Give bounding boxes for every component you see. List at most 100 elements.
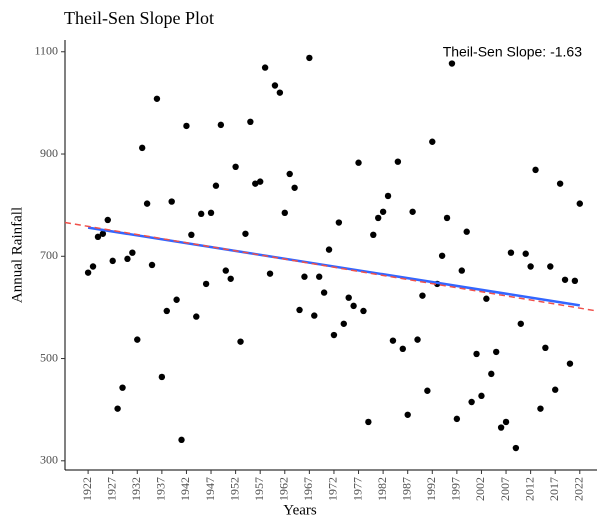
point — [227, 275, 234, 282]
point — [404, 411, 411, 418]
x-tick-label: 1952 — [227, 477, 241, 501]
x-tick-label: 1992 — [424, 477, 438, 501]
point — [443, 214, 451, 222]
point — [478, 392, 485, 400]
point — [193, 313, 200, 320]
point — [271, 82, 279, 89]
point — [576, 200, 583, 207]
x-tick-label: 1962 — [277, 477, 291, 501]
x-tick-label: 1987 — [399, 477, 413, 501]
point — [143, 200, 151, 207]
point — [99, 230, 107, 237]
point — [394, 158, 402, 165]
y-axis-title: Annual Rainfall — [9, 207, 25, 303]
point — [134, 336, 141, 343]
point — [197, 210, 205, 218]
x-tick-label: 2002 — [473, 477, 487, 501]
x-axis-title: Years — [283, 502, 317, 518]
x-tick-label: 1997 — [449, 477, 463, 501]
x-tick-label: 1942 — [178, 477, 192, 501]
point — [360, 307, 367, 315]
point — [370, 231, 377, 239]
point — [237, 338, 244, 345]
point — [232, 163, 239, 171]
point — [261, 64, 269, 71]
point — [375, 214, 382, 222]
point — [429, 138, 436, 145]
point — [207, 209, 215, 217]
y-tick-label: 1100 — [34, 44, 58, 58]
x-tick-label: 2017 — [547, 477, 561, 501]
x-tick-label: 1937 — [154, 477, 168, 501]
point — [409, 208, 416, 215]
point — [311, 312, 318, 319]
point — [94, 233, 102, 241]
point — [104, 216, 111, 224]
point — [350, 302, 357, 310]
x-tick-label: 1922 — [80, 477, 94, 501]
point — [129, 249, 136, 256]
point — [291, 184, 298, 191]
point — [315, 273, 323, 280]
point — [389, 337, 397, 344]
point — [552, 386, 559, 393]
point — [571, 277, 579, 285]
x-tick-label: 1967 — [301, 477, 315, 501]
point — [153, 95, 161, 102]
x-tick-label: 2007 — [498, 477, 512, 501]
point — [532, 166, 539, 174]
point — [507, 249, 515, 256]
point — [340, 320, 347, 327]
point — [497, 424, 505, 431]
point — [537, 405, 544, 412]
point — [483, 295, 490, 302]
point — [399, 345, 406, 353]
x-tick-label: 1972 — [326, 477, 340, 501]
point — [561, 276, 569, 283]
point — [202, 280, 210, 288]
point — [330, 331, 338, 339]
point — [488, 370, 495, 378]
point — [212, 182, 220, 189]
point — [217, 121, 225, 129]
point — [493, 348, 500, 356]
chart-title: Theil-Sen Slope Plot — [64, 8, 214, 28]
point — [345, 294, 352, 301]
x-tick-label: 1977 — [350, 477, 364, 501]
x-tick-label: 1947 — [203, 477, 217, 501]
point — [84, 269, 92, 276]
point — [114, 405, 121, 412]
point — [458, 267, 465, 274]
point — [566, 360, 574, 367]
x-tick-label: 2012 — [522, 477, 536, 501]
point — [542, 344, 549, 352]
point — [512, 444, 520, 452]
point — [158, 373, 166, 381]
point — [365, 418, 372, 426]
x-tick-label: 1957 — [252, 477, 266, 501]
point — [556, 180, 564, 187]
point — [419, 292, 426, 299]
point — [276, 89, 284, 96]
point — [424, 387, 431, 394]
point — [517, 320, 524, 327]
x-tick-label: 1982 — [375, 477, 389, 501]
point — [355, 159, 362, 166]
point — [124, 255, 131, 263]
point — [325, 246, 333, 253]
point — [286, 170, 293, 178]
annotation: Theil-Sen Slope: -1.63 — [443, 44, 583, 60]
x-tick-label: 1932 — [129, 477, 143, 501]
point — [89, 263, 97, 270]
point — [242, 230, 249, 237]
point — [256, 178, 264, 185]
x-tick-label: 1927 — [104, 477, 118, 501]
point — [138, 144, 146, 152]
point — [148, 261, 156, 269]
point — [301, 273, 308, 280]
point — [178, 436, 185, 444]
point — [296, 306, 303, 314]
point — [119, 384, 126, 391]
point — [473, 350, 480, 358]
